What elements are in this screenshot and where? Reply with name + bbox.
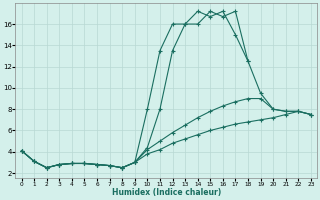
X-axis label: Humidex (Indice chaleur): Humidex (Indice chaleur)	[112, 188, 221, 197]
